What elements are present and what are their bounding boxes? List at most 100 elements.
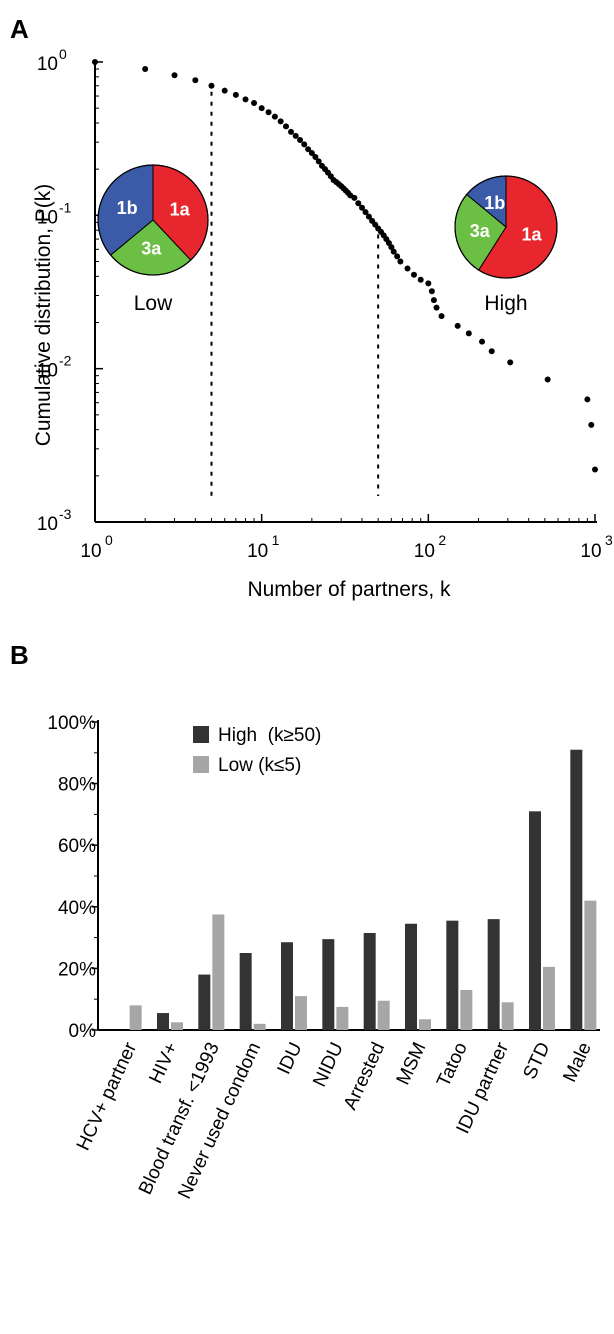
svg-text:10: 10 [247,541,268,562]
category-label: Tatoo [433,1039,472,1090]
data-point [488,348,495,355]
category-label: STD [519,1039,554,1082]
data-point [394,253,401,260]
svg-text:0: 0 [105,532,113,548]
bar-high [529,811,541,1030]
pie-high: 1a 3a 1b High [454,175,558,315]
category-label: NIDU [309,1039,348,1090]
panel-a-x-tick-label: 100 [80,532,113,562]
pie-slice-label: 3a [470,221,491,241]
svg-text:10: 10 [37,514,58,535]
data-point [397,258,404,265]
bar-high [239,953,252,1030]
bar-high [487,919,500,1030]
data-point [544,376,551,383]
data-point [265,109,272,116]
data-point [410,271,417,278]
legend-swatch [193,756,209,773]
data-point [242,96,249,103]
panel-a-x-axis-label: Number of partners, k [247,578,451,601]
bar-low [295,996,307,1030]
panel-b-y-tick-label: 0% [69,1021,97,1042]
panel-a-points [92,59,598,473]
pie-slice-label: 1a [521,224,542,244]
data-point [430,297,437,304]
bar-high [570,749,583,1030]
svg-text:10: 10 [37,207,58,228]
bar-low [253,1023,266,1030]
bar-low [584,900,597,1030]
panel-a-y-tick-label: 10 -2 [37,353,72,382]
legend-swatch [193,726,209,743]
panel-b-category-labels: HCV+ partner HIV+Blood transf. <1993Never… [73,1039,596,1203]
pie-caption: Low [134,292,173,315]
panel-b-axes: 0% 20% 40% 60% 80% 100% [47,713,600,1042]
data-point [454,322,461,329]
panel-a-y-tick-label: 10 -3 [37,506,72,535]
svg-text:10: 10 [80,541,101,562]
data-point [362,209,369,216]
svg-text:10: 10 [580,541,601,562]
bar-high [405,923,417,1030]
data-point [507,359,514,366]
panel-a-y-tick-label: 10 -1 [37,199,72,228]
bar-low [501,1002,514,1030]
data-point [171,72,178,79]
pie-low: 1a 3a 1b Low [97,164,209,315]
pie-slice-label: 1b [117,198,138,218]
data-point [271,113,278,120]
svg-text:0: 0 [59,46,67,62]
data-point [221,87,228,94]
data-point [297,136,304,143]
pie-slice-label: 3a [141,239,162,259]
category-label: Male [559,1039,595,1085]
data-point [301,141,308,148]
data-point [438,313,445,320]
panel-b-y-tick-label: 80% [58,775,96,796]
data-point [592,466,598,473]
panel-a-x-tick-label: 102 [414,532,447,562]
data-point [404,265,411,272]
data-point [388,244,395,251]
data-point [588,421,595,428]
data-point [288,128,295,135]
data-point [465,330,472,337]
bar-high [157,1013,169,1030]
pie-caption: High [484,292,527,315]
bar-low [377,1000,390,1030]
data-point [208,82,215,89]
panel-b-bars [129,749,597,1030]
svg-text:10: 10 [414,541,435,562]
bar-low [171,1022,183,1030]
panel-a-x-tick-label: 103 [580,532,613,562]
svg-text:-2: -2 [59,353,72,369]
data-point [192,77,199,84]
svg-text:1: 1 [272,532,280,548]
pie-outline [97,164,209,276]
panel-a-cutoff-lines [210,91,380,496]
pie-slice-label: 1b [484,193,505,213]
data-point [351,194,358,201]
bar-high [322,939,335,1030]
data-point [479,338,486,345]
bar-high [363,932,376,1030]
data-point [355,200,362,207]
data-point [277,118,284,125]
svg-text:10: 10 [37,361,58,382]
panel-a-y-axis-label: Cumulative distribution, P(k) [32,184,55,447]
pie-outline [454,175,558,279]
data-point [258,105,265,112]
bar-low [419,1019,431,1030]
panel-b-y-tick-label: 40% [58,898,96,919]
legend-item-high: High (k≥50) [193,725,321,746]
data-point [142,66,149,73]
data-point [232,91,239,98]
data-point [433,304,440,311]
pie-slice-label: 1a [170,199,191,219]
data-point [305,146,312,153]
svg-text:-1: -1 [59,199,72,215]
bar-low [336,1006,349,1030]
panel-b-letter: B [10,640,29,670]
panel-b-y-tick-label: 100% [47,713,96,734]
